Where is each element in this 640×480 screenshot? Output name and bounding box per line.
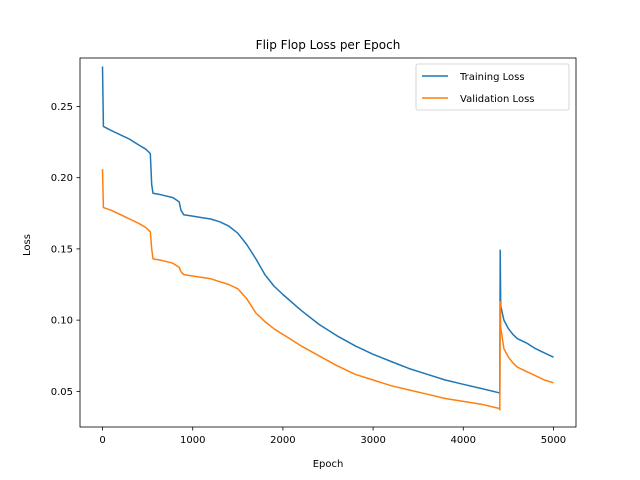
legend-label: Training Loss (459, 72, 525, 83)
plot-area: 0 1000 2000 3000 4000 5000 0.05 0.10 0.15 0.20 0.2… (51, 57, 577, 446)
y-tick-label: 0.25 (51, 102, 73, 113)
y-tick-label: 0.05 (51, 387, 73, 398)
x-tick-label: 0 (99, 435, 105, 446)
legend-label: Validation Loss (460, 94, 535, 105)
y-tick-label: 0.10 (51, 316, 73, 327)
chart-title: Flip Flop Loss per Epoch (256, 38, 401, 52)
x-tick-label: 1000 (180, 435, 205, 446)
series-line-validation-loss (101, 169, 554, 411)
x-tick-label: 2000 (270, 435, 295, 446)
legend: Training Loss Validation Loss (415, 63, 570, 111)
x-tick-label: 5000 (541, 435, 566, 446)
x-tick-label: 3000 (360, 435, 385, 446)
y-tick-label: 0.20 (51, 173, 73, 184)
x-axis-label: Epoch (313, 459, 344, 470)
y-tick-label: 0.15 (51, 244, 73, 255)
y-axis-label: Loss (22, 234, 33, 256)
x-tick-label: 4000 (451, 435, 476, 446)
legend-box (415, 63, 570, 111)
axes-frame (79, 57, 577, 428)
